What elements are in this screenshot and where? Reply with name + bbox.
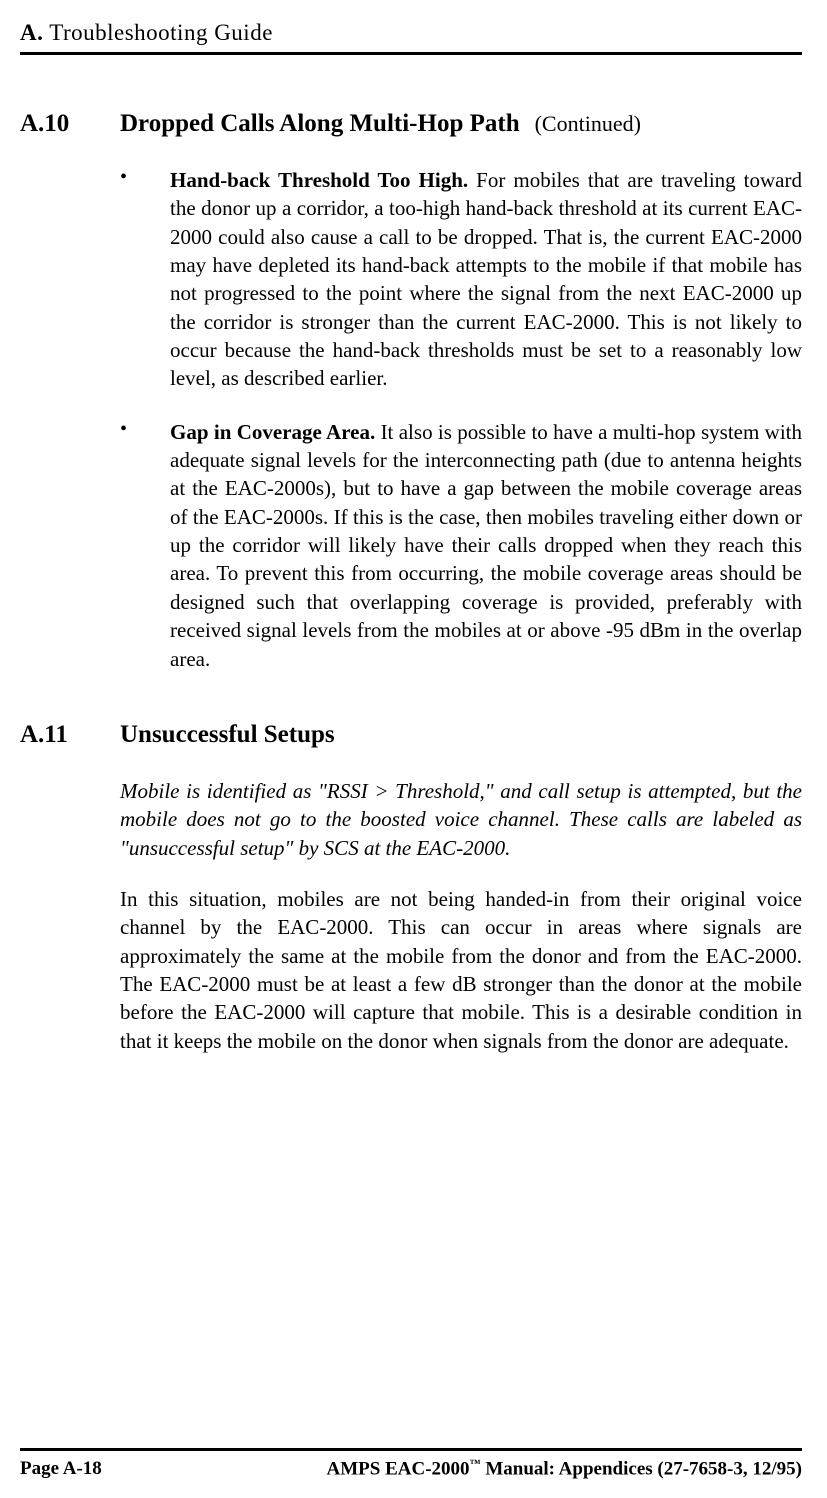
manual-reference: AMPS EAC-2000™ Manual: Appendices (27-76…: [327, 1458, 802, 1480]
italic-intro: Mobile is identified as "RSSI > Threshol…: [120, 777, 802, 862]
header-letter: A.: [20, 20, 43, 45]
page-number: Page A-18: [20, 1458, 102, 1480]
bullet-text: It also is possible to have a multi-hop …: [170, 420, 802, 671]
section-title: Unsuccessful Setups: [120, 721, 335, 748]
bullet-item: • Hand-back Threshold Too High. For mobi…: [120, 166, 802, 393]
bullet-list: • Hand-back Threshold Too High. For mobi…: [120, 166, 802, 673]
bullet-item: • Gap in Coverage Area. It also is possi…: [120, 418, 802, 673]
page-content: A.10 Dropped Calls Along Multi-Hop Path …: [20, 55, 802, 1055]
section-body: Mobile is identified as "RSSI > Threshol…: [120, 777, 802, 1055]
section-title-wrap: Unsuccessful Setups: [120, 721, 802, 749]
header-title: Troubleshooting Guide: [49, 20, 273, 45]
page-header: A. Troubleshooting Guide: [20, 20, 802, 55]
bullet-heading: Hand-back Threshold Too High.: [170, 168, 468, 192]
section-continued: (Continued): [524, 111, 641, 136]
section-number: A.11: [20, 721, 120, 749]
section-title-wrap: Dropped Calls Along Multi-Hop Path (Cont…: [120, 110, 802, 138]
bullet-text: For mobiles that are traveling toward th…: [170, 168, 802, 390]
bullet-heading: Gap in Coverage Area.: [170, 420, 375, 444]
bullet-marker: •: [120, 166, 170, 393]
bullet-content: Hand-back Threshold Too High. For mobile…: [170, 166, 802, 393]
section-a10-header: A.10 Dropped Calls Along Multi-Hop Path …: [20, 110, 802, 138]
section-number: A.10: [20, 110, 120, 138]
page-footer: Page A-18 AMPS EAC-2000™ Manual: Appendi…: [20, 1448, 802, 1480]
section-title: Dropped Calls Along Multi-Hop Path: [120, 110, 520, 137]
bullet-marker: •: [120, 418, 170, 673]
body-paragraph: In this situation, mobiles are not being…: [120, 885, 802, 1055]
section-a11-header: A.11 Unsuccessful Setups: [20, 721, 802, 749]
trademark-symbol: ™: [470, 1458, 481, 1470]
bullet-content: Gap in Coverage Area. It also is possibl…: [170, 418, 802, 673]
